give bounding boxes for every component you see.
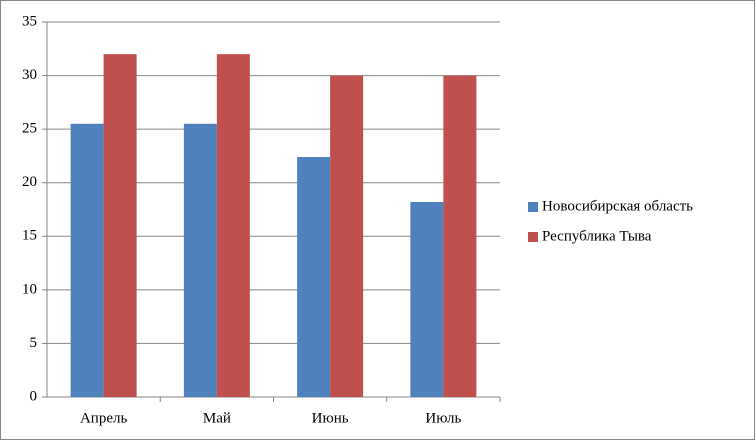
x-tick-label: Май — [203, 410, 231, 426]
legend-swatch — [528, 232, 538, 242]
y-tick-label: 10 — [22, 281, 37, 297]
legend-swatch — [528, 202, 538, 212]
y-tick-label: 0 — [30, 388, 38, 404]
bar — [443, 75, 477, 398]
bar — [410, 202, 444, 397]
bar — [183, 123, 217, 398]
y-tick-label: 30 — [22, 67, 37, 83]
legend-label: Новосибирская область — [542, 198, 693, 214]
x-tick-label: Апрель — [80, 410, 128, 426]
bar — [103, 54, 137, 398]
y-tick-label: 35 — [22, 13, 37, 29]
bar — [330, 75, 364, 398]
bar — [297, 157, 331, 397]
x-tick-label: Июнь — [312, 410, 349, 426]
bar — [70, 123, 104, 398]
y-tick-label: 25 — [22, 121, 37, 137]
x-tick-label: Июль — [425, 410, 461, 426]
bar — [216, 54, 250, 398]
legend-label: Республика Тыва — [542, 228, 652, 244]
y-tick-label: 20 — [22, 174, 37, 190]
y-tick-label: 15 — [22, 228, 37, 244]
y-tick-label: 5 — [30, 335, 38, 351]
